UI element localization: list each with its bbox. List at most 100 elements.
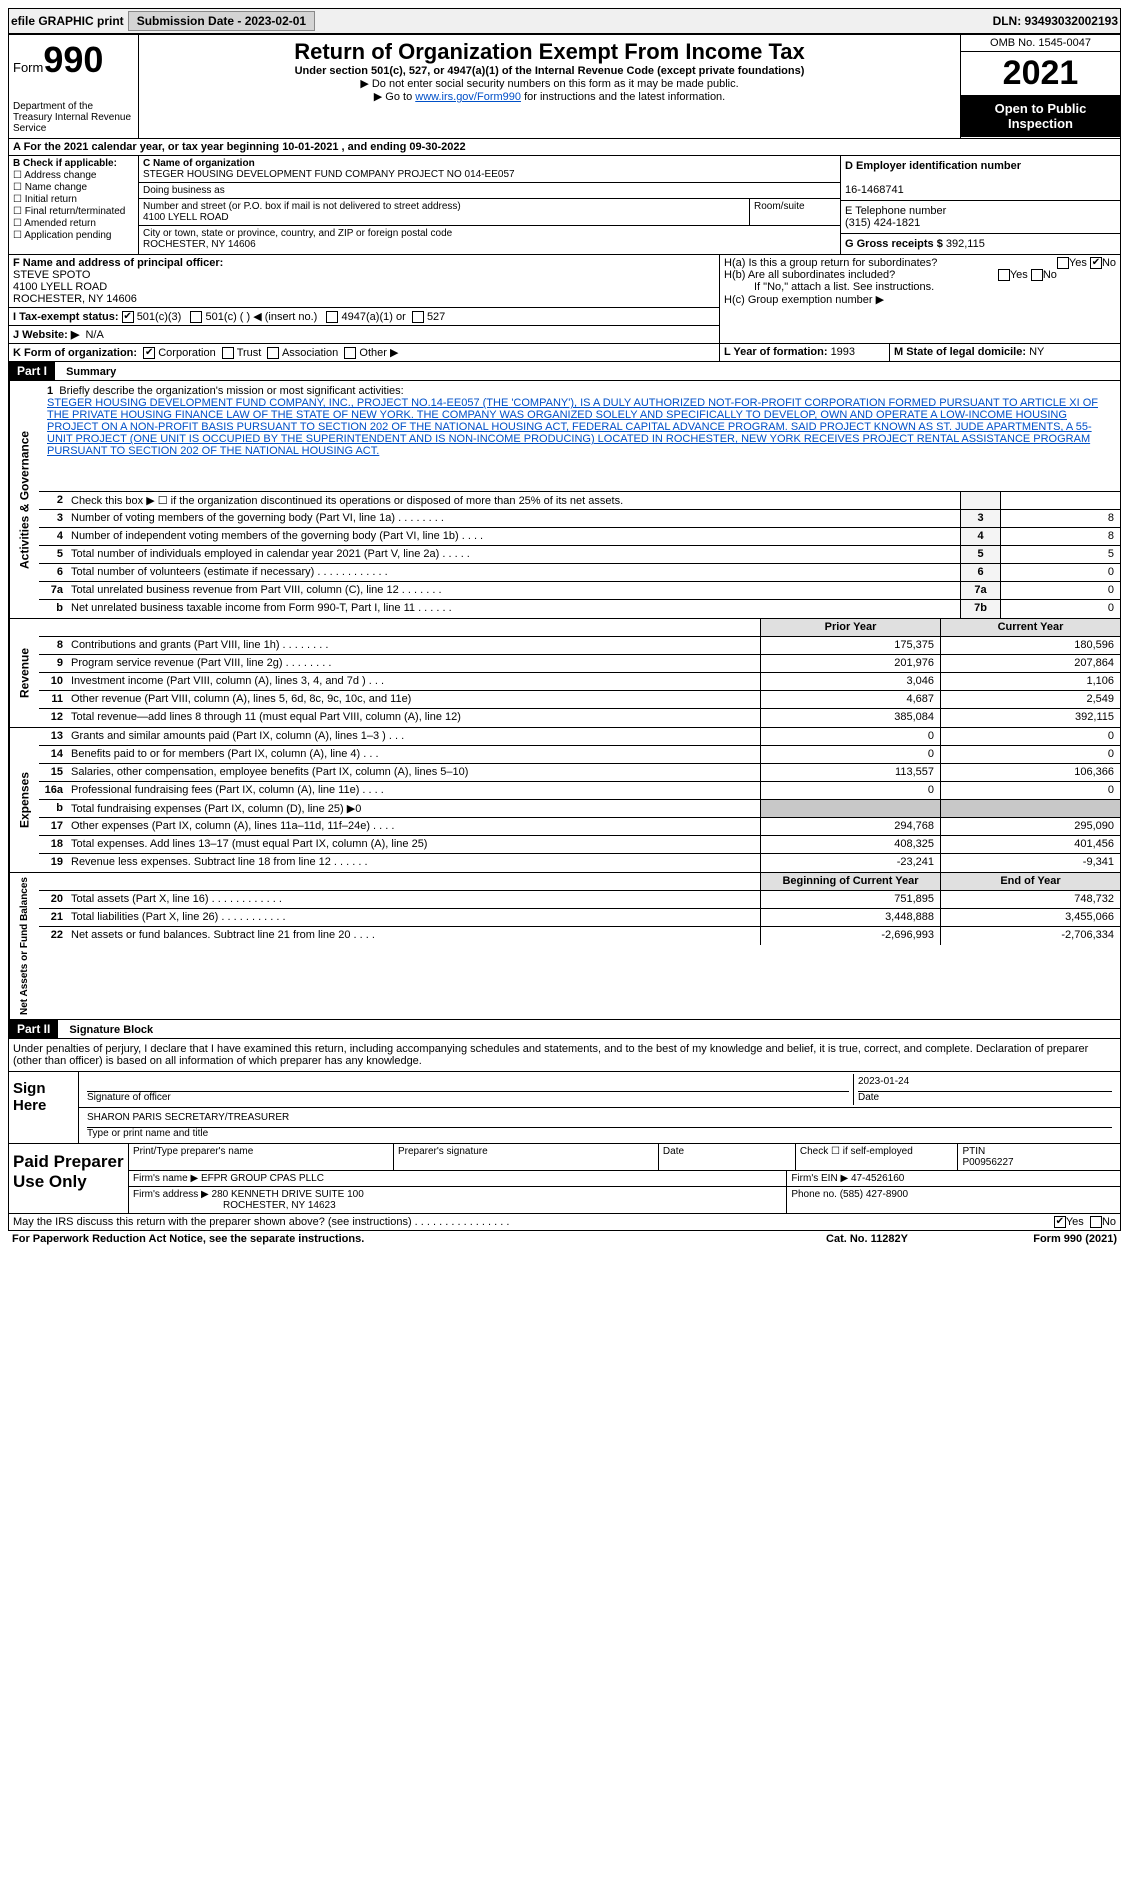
chk-527[interactable] [412,311,424,323]
dln-label: DLN: 93493032002193 [993,14,1118,28]
hc-row: H(c) Group exemption number ▶ [724,293,1116,306]
data-row: 20Total assets (Part X, line 16) . . . .… [39,891,1120,909]
gov-row: 7aTotal unrelated business revenue from … [39,582,1120,600]
street-address: 4100 LYELL ROAD [143,212,229,223]
mission-block: 1 Briefly describe the organization's mi… [39,381,1120,492]
period-row: A For the 2021 calendar year, or tax yea… [8,139,1121,156]
year-formation: 1993 [831,346,855,358]
dept-label: Department of the Treasury Internal Reve… [13,101,134,134]
side-revenue: Revenue [9,619,39,727]
part1-title: Summary [58,366,116,378]
sig-declaration: Under penalties of perjury, I declare th… [9,1039,1120,1072]
officer-addr2: ROCHESTER, NY 14606 [13,293,137,305]
side-netassets: Net Assets or Fund Balances [9,873,39,1019]
signature-block: Under penalties of perjury, I declare th… [8,1039,1121,1144]
officer-label: F Name and address of principal officer: [13,257,223,269]
city-label: City or town, state or province, country… [143,228,452,239]
omb-number: OMB No. 1545-0047 [961,35,1120,52]
footer-mid: Cat. No. 11282Y [767,1233,967,1245]
chk-trust[interactable] [222,347,234,359]
gov-row: 5Total number of individuals employed in… [39,546,1120,564]
chk-name-change[interactable]: ☐ Name change [13,182,134,193]
discuss-yes[interactable] [1054,1216,1066,1228]
gov-row: 4Number of independent voting members of… [39,528,1120,546]
sig-name-label: Type or print name and title [87,1128,208,1139]
part2-header-row: Part II Signature Block [8,1020,1121,1039]
top-toolbar: efile GRAPHIC print Submission Date - 20… [8,8,1121,34]
chk-501c[interactable] [190,311,202,323]
name-label: C Name of organization [143,158,255,169]
sign-here-label: Sign Here [9,1072,79,1143]
sig-officer-label: Signature of officer [87,1092,171,1103]
firm-addr: 280 KENNETH DRIVE SUITE 100 [212,1189,364,1200]
gross-receipts-value: 392,115 [946,238,985,250]
part1-badge: Part I [9,362,55,380]
hb-row: H(b) Are all subordinates included? Yes … [724,269,1116,281]
part2-title: Signature Block [61,1024,153,1036]
chk-final-return[interactable]: ☐ Final return/terminated [13,206,134,217]
footer-left: For Paperwork Reduction Act Notice, see … [12,1233,767,1245]
ein-label: D Employer identification number [845,160,1021,172]
form-subtitle-1: Under section 501(c), 527, or 4947(a)(1)… [143,65,956,77]
hb-note: If "No," attach a list. See instructions… [724,281,1116,293]
chk-initial-return[interactable]: ☐ Initial return [13,194,134,205]
chk-corp[interactable] [143,347,155,359]
rev-header-row: Prior Year Current Year [39,619,1120,637]
summary-revenue: Revenue Prior Year Current Year 8Contrib… [8,619,1121,728]
hb-yes[interactable] [998,269,1010,281]
data-row: 18Total expenses. Add lines 13–17 (must … [39,836,1120,854]
summary-netassets: Net Assets or Fund Balances Beginning of… [8,873,1121,1020]
data-row: 21Total liabilities (Part X, line 26) . … [39,909,1120,927]
gross-receipts-label: G Gross receipts $ [845,238,946,250]
tax-exempt-label: I Tax-exempt status: [13,311,119,323]
chk-amended-return[interactable]: ☐ Amended return [13,218,134,229]
tax-year: 2021 [961,52,1120,95]
chk-501c3[interactable] [122,311,134,323]
firm-ein: 47-4526160 [851,1173,904,1184]
chk-other[interactable] [344,347,356,359]
chk-application-pending[interactable]: ☐ Application pending [13,230,134,241]
entity-info-block: B Check if applicable: ☐ Address change … [8,156,1121,255]
form-header: Form990 Department of the Treasury Inter… [8,34,1121,139]
mission-text: STEGER HOUSING DEVELOPMENT FUND COMPANY,… [47,397,1098,457]
discuss-row: May the IRS discuss this return with the… [8,1214,1121,1231]
ha-no[interactable] [1090,257,1102,269]
data-row: 22Net assets or fund balances. Subtract … [39,927,1120,945]
prep-h3: Date [659,1144,796,1170]
addr-label: Number and street (or P.O. box if mail i… [143,201,461,212]
chk-4947[interactable] [326,311,338,323]
data-row: 10Investment income (Part VIII, column (… [39,673,1120,691]
form-subtitle-3: ▶ Go to www.irs.gov/Form990 for instruct… [143,90,956,103]
klm-row: K Form of organization: Corporation Trus… [8,344,1121,362]
gov-row: 3Number of voting members of the governi… [39,510,1120,528]
website-label: J Website: ▶ [13,329,79,341]
data-row: 8Contributions and grants (Part VIII, li… [39,637,1120,655]
data-row: 12Total revenue—add lines 8 through 11 (… [39,709,1120,727]
preparer-block: Paid Preparer Use Only Print/Type prepar… [8,1144,1121,1214]
ha-row: H(a) Is this a group return for subordin… [724,257,1116,269]
ha-yes[interactable] [1057,257,1069,269]
ein-value: 16-1468741 [845,184,904,196]
prep-h1: Print/Type preparer's name [129,1144,394,1170]
discuss-no[interactable] [1090,1216,1102,1228]
org-name: STEGER HOUSING DEVELOPMENT FUND COMPANY … [143,169,515,180]
firm-addr2: ROCHESTER, NY 14623 [133,1200,336,1211]
data-row: 9Program service revenue (Part VIII, lin… [39,655,1120,673]
submission-date-button[interactable]: Submission Date - 2023-02-01 [128,11,315,31]
hb-no[interactable] [1031,269,1043,281]
officer-name: STEVE SPOTO [13,269,90,281]
irs-link[interactable]: www.irs.gov/Form990 [415,91,521,103]
sig-date-label: Date [858,1092,879,1103]
sig-name: SHARON PARIS SECRETARY/TREASURER [87,1112,1112,1128]
chk-assoc[interactable] [267,347,279,359]
room-label: Room/suite [750,199,840,225]
gov-row: 6Total number of volunteers (estimate if… [39,564,1120,582]
chk-address-change[interactable]: ☐ Address change [13,170,134,181]
page-footer: For Paperwork Reduction Act Notice, see … [8,1231,1121,1247]
website-value: N/A [85,329,103,341]
preparer-title: Paid Preparer Use Only [9,1144,129,1213]
ptin: P00956227 [962,1157,1013,1168]
form-title: Return of Organization Exempt From Incom… [143,39,956,65]
part2-badge: Part II [9,1020,58,1038]
data-row: 16aProfessional fundraising fees (Part I… [39,782,1120,800]
